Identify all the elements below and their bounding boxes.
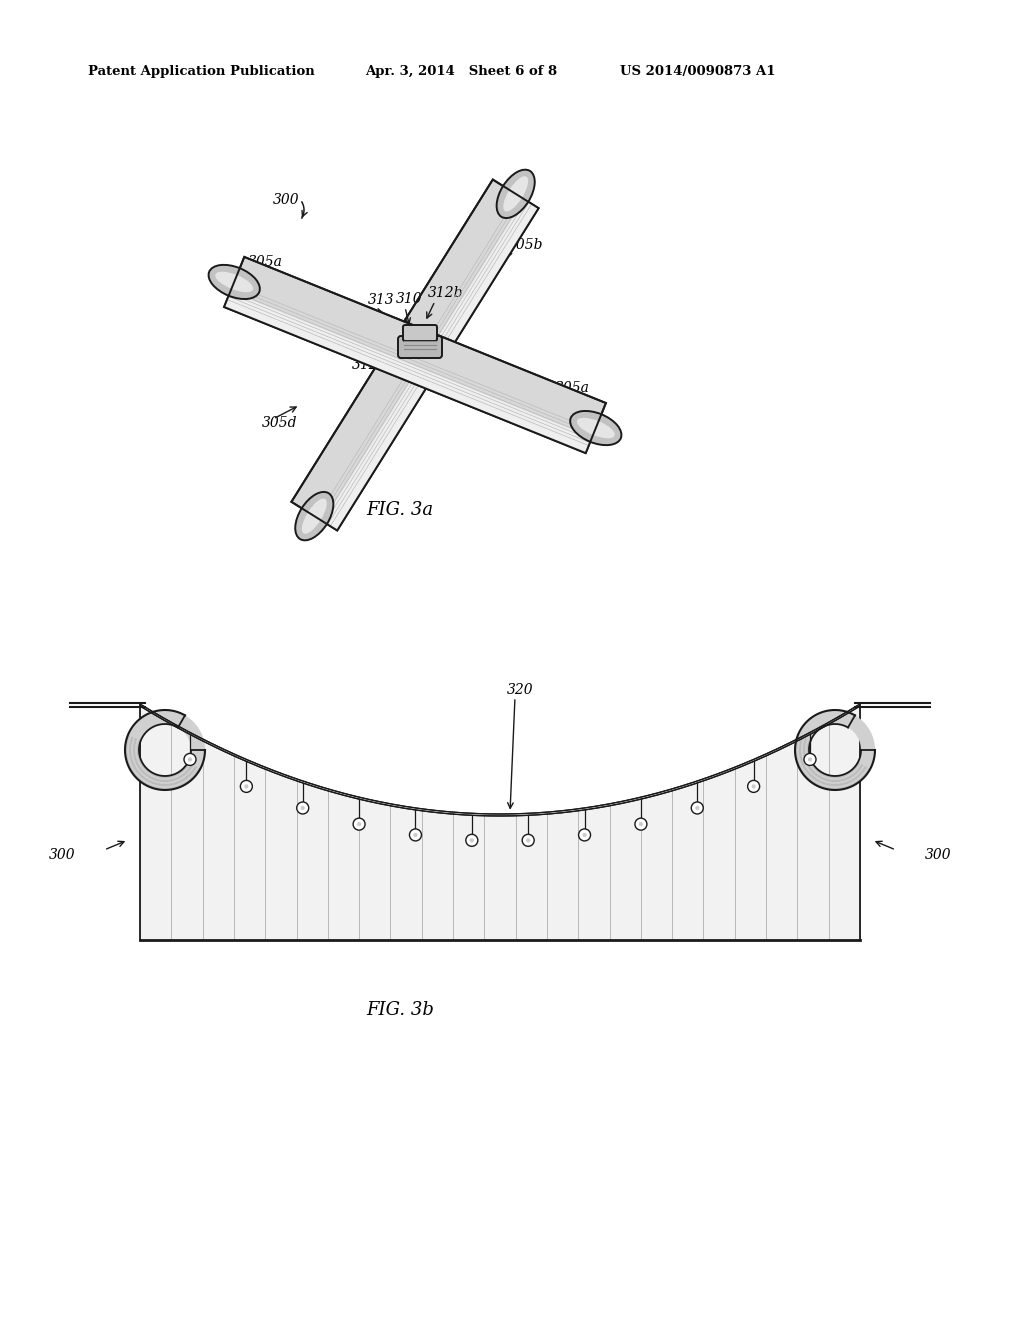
Text: 300: 300: [49, 847, 76, 862]
Ellipse shape: [215, 272, 253, 292]
Polygon shape: [224, 292, 592, 453]
Circle shape: [357, 822, 361, 826]
Ellipse shape: [577, 418, 614, 438]
Text: 305b: 305b: [508, 238, 544, 252]
Circle shape: [466, 834, 478, 846]
Ellipse shape: [295, 492, 334, 540]
Text: 300: 300: [273, 193, 300, 207]
Circle shape: [691, 803, 703, 814]
Circle shape: [583, 833, 587, 837]
Polygon shape: [795, 710, 874, 789]
Circle shape: [353, 818, 366, 830]
Text: Apr. 3, 2014   Sheet 6 of 8: Apr. 3, 2014 Sheet 6 of 8: [365, 66, 557, 78]
FancyBboxPatch shape: [398, 337, 442, 358]
Circle shape: [526, 838, 530, 842]
Ellipse shape: [497, 170, 535, 218]
Polygon shape: [323, 199, 539, 531]
Circle shape: [414, 833, 418, 837]
Text: 313: 313: [368, 293, 394, 308]
Circle shape: [522, 834, 535, 846]
Text: Patent Application Publication: Patent Application Publication: [88, 66, 314, 78]
Circle shape: [748, 780, 760, 792]
Circle shape: [752, 784, 756, 788]
Text: 312a: 312a: [352, 358, 387, 372]
Circle shape: [579, 829, 591, 841]
Text: US 2014/0090873 A1: US 2014/0090873 A1: [620, 66, 775, 78]
Text: FIG. 3b: FIG. 3b: [366, 1001, 434, 1019]
Circle shape: [184, 754, 196, 766]
Circle shape: [410, 829, 422, 841]
Text: 305d: 305d: [262, 416, 298, 430]
Text: 300: 300: [925, 847, 951, 862]
Circle shape: [301, 807, 305, 810]
Circle shape: [297, 803, 308, 814]
Text: 320: 320: [507, 682, 534, 697]
Text: FIG. 3a: FIG. 3a: [367, 502, 433, 519]
Ellipse shape: [209, 265, 260, 300]
Circle shape: [804, 754, 816, 766]
Polygon shape: [224, 257, 606, 453]
Text: 305a: 305a: [248, 255, 283, 269]
Text: 310: 310: [396, 292, 423, 306]
Circle shape: [241, 780, 252, 792]
Polygon shape: [140, 705, 860, 940]
Text: 312b: 312b: [428, 286, 464, 300]
Circle shape: [245, 784, 249, 788]
FancyBboxPatch shape: [403, 325, 437, 341]
Polygon shape: [125, 710, 205, 789]
Circle shape: [695, 807, 699, 810]
Text: 305a: 305a: [555, 381, 590, 395]
Circle shape: [639, 822, 643, 826]
Ellipse shape: [302, 499, 327, 533]
Circle shape: [470, 838, 474, 842]
Ellipse shape: [503, 177, 528, 211]
Circle shape: [187, 758, 193, 762]
Polygon shape: [292, 180, 539, 531]
Circle shape: [808, 758, 812, 762]
Ellipse shape: [570, 411, 622, 445]
Circle shape: [635, 818, 647, 830]
